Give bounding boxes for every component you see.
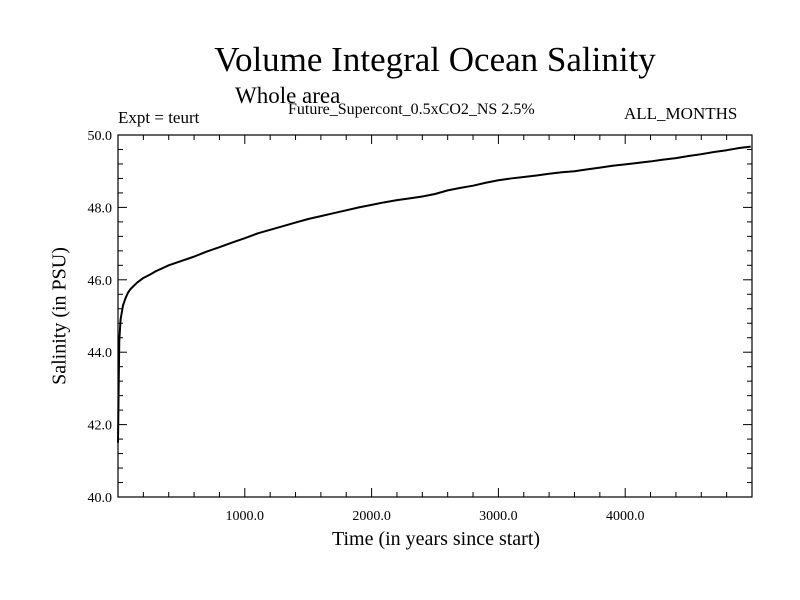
chart-title: Volume Integral Ocean Salinity (214, 40, 656, 79)
y-tick-label: 44.0 (88, 346, 113, 361)
experiment-id-label: Expt = teurt (118, 108, 200, 127)
y-tick-label: 40.0 (88, 491, 113, 506)
chart-subtitle: Whole area (235, 83, 341, 108)
plot-frame (117, 134, 753, 498)
x-tick-label: 3000.0 (479, 509, 518, 524)
x-axis-label: Time (in years since start) (331, 528, 541, 550)
y-tick-label: 48.0 (88, 201, 113, 216)
axis-ticks (118, 135, 752, 497)
y-tick-label: 50.0 (88, 129, 113, 144)
salinity-series-line (117, 145, 751, 443)
tick-labels: 1000.0 2000.0 3000.0 4000.0 40.0 42.0 44.0 46.0… (88, 129, 645, 524)
y-tick-label: 46.0 (88, 274, 113, 289)
months-label: ALL_MONTHS (624, 104, 738, 123)
x-tick-label: 4000.0 (606, 509, 645, 524)
x-tick-label: 2000.0 (352, 509, 391, 524)
experiment-name-label: Future_Supercont_0.5xCO2_NS 2.5% (288, 101, 535, 118)
x-tick-label: 1000.0 (226, 509, 265, 524)
y-tick-label: 42.0 (88, 419, 113, 434)
y-axis-label: Salinity (in PSU) (48, 247, 71, 385)
